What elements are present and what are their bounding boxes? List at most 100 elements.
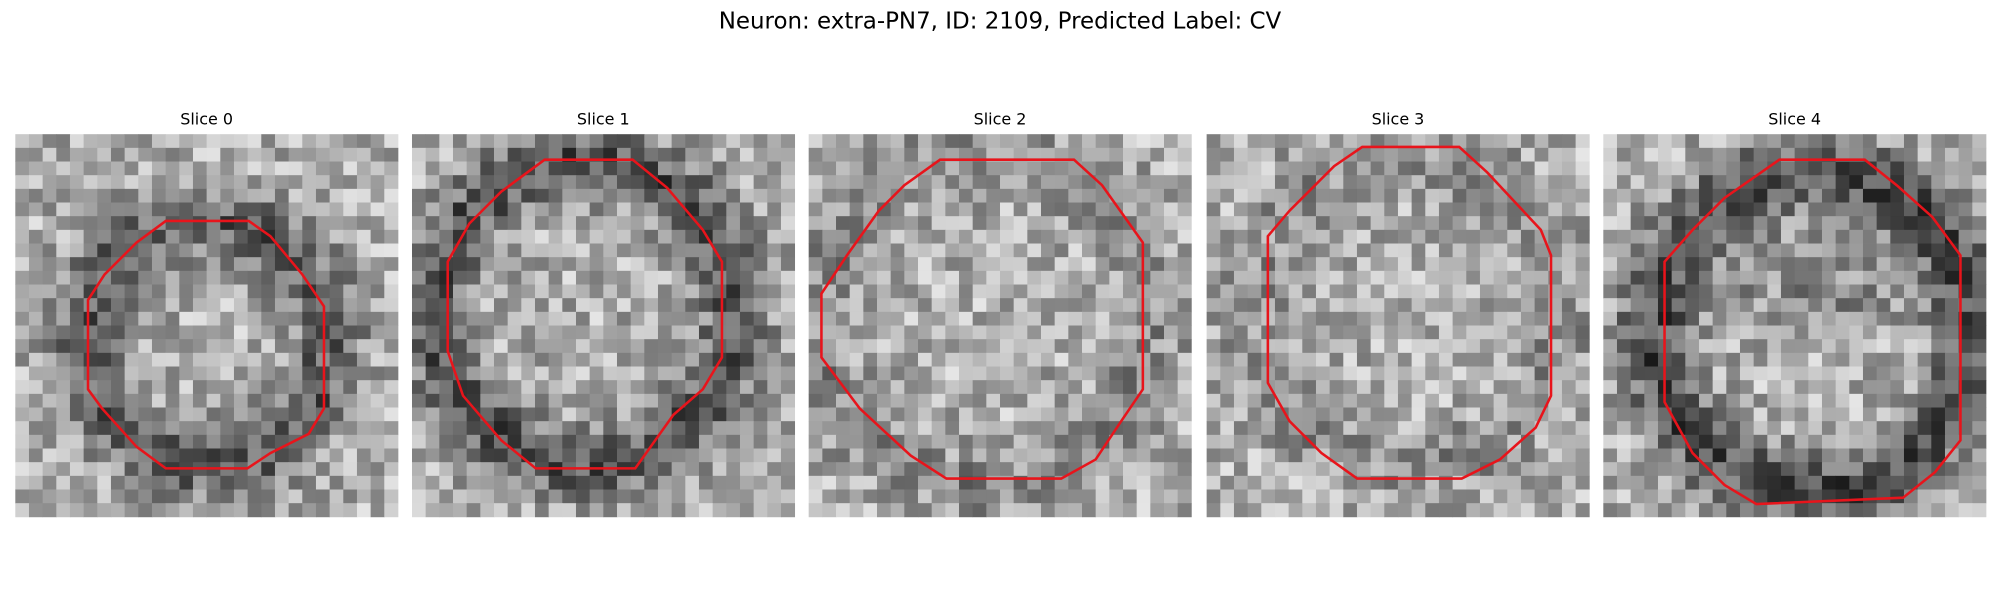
pixel [1027,311,1042,326]
pixel [1095,339,1110,354]
pixel [808,202,823,217]
pixel [1534,147,1549,162]
pixel [302,366,317,381]
pixel [124,270,139,285]
pixel [603,147,618,162]
pixel [1698,202,1714,217]
pixel [1136,393,1151,408]
pixel [1397,325,1413,340]
pixel [466,352,481,367]
pixel [616,270,632,285]
pixel [1794,270,1809,285]
pixel [1040,257,1056,272]
pixel [630,147,645,162]
pixel [1507,380,1522,395]
pixel [1630,421,1645,436]
pixel [1835,311,1850,326]
pixel [1849,434,1864,449]
pixel [1261,434,1276,449]
pixel [726,311,741,326]
pixel [863,380,878,395]
pixel [904,243,919,258]
pixel [1862,393,1878,408]
pixel [1136,421,1151,436]
pixel [1534,243,1549,258]
pixel [1384,202,1399,217]
pixel [753,188,768,203]
pixel [1808,325,1823,340]
pixel [836,298,851,313]
pixel [1958,311,1973,326]
pixel [671,284,686,299]
pixel [42,216,57,231]
pixel [575,352,591,367]
pixel [685,325,700,340]
pixel [452,298,468,313]
pixel [1644,188,1659,203]
pixel [1013,161,1028,176]
pixel [1288,175,1303,190]
pixel [507,380,522,395]
pixel [1753,284,1768,299]
pixel [1876,216,1891,231]
pixel [1520,311,1536,326]
pixel [83,147,98,162]
pixel [97,380,112,395]
pixel [1644,503,1659,518]
pixel [945,257,960,272]
pixel [630,325,645,340]
pixel [452,134,468,149]
pixel [1944,175,1960,190]
pixel [165,407,180,422]
pixel [1493,462,1508,477]
pixel [220,503,235,518]
pixel [1972,407,1987,422]
pixel [1821,243,1837,258]
pixel [972,161,987,176]
pixel [1507,216,1522,231]
pixel [138,188,153,203]
pixel [1767,448,1782,463]
pixel [1136,503,1151,518]
pixel [343,202,358,217]
pixel [1849,311,1864,326]
pixel [1794,243,1809,258]
pixel [685,175,700,190]
pixel [411,161,427,176]
pixel [890,298,905,313]
pixel [589,352,604,367]
pixel [603,339,618,354]
pixel [1534,352,1549,367]
pixel [1835,475,1850,490]
pixel [411,175,427,190]
pixel [1027,284,1042,299]
pixel [1726,462,1741,477]
pixel [945,202,960,217]
pixel [1671,161,1686,176]
pixel [466,161,481,176]
pixel [1958,489,1973,504]
pixel [1370,134,1385,149]
pixel [1315,229,1331,244]
pixel [822,503,837,518]
pixel [192,503,208,518]
pixel [1233,407,1249,422]
pixel [808,161,823,176]
pixel [247,339,262,354]
pixel [1163,229,1179,244]
pixel [863,325,878,340]
pixel [877,175,892,190]
pixel [425,366,440,381]
pixel [1644,325,1659,340]
pixel [274,216,290,231]
pixel [1288,311,1303,326]
pixel [384,202,399,217]
pixel [1150,202,1165,217]
pixel [1876,448,1891,463]
pixel [1068,434,1083,449]
pixel [1479,202,1495,217]
pixel [1890,352,1905,367]
pixel [918,175,933,190]
pixel [1274,489,1290,504]
pixel [1657,216,1673,231]
